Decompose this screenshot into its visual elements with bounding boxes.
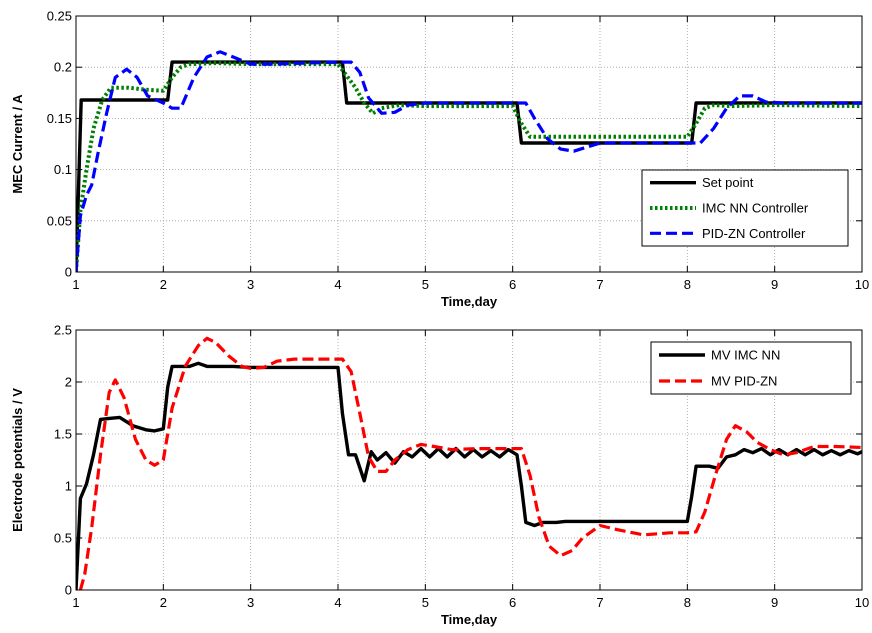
axes-frame <box>75 329 863 591</box>
series-line-2 <box>76 61 862 272</box>
x-tick-label: 9 <box>771 277 778 292</box>
y-tick-label: 1 <box>65 479 72 494</box>
series-line-2 <box>78 336 862 590</box>
x-tick-label: 2 <box>160 277 167 292</box>
x-tick-label: 6 <box>509 595 516 610</box>
y-tick-label: 0 <box>65 265 72 280</box>
y-tick-label: 0.2 <box>54 60 72 75</box>
y-tick-label: 2.5 <box>54 323 72 338</box>
chart-2: 1 2 3 4 5 6 7 8 9 10 0 0.5 1 1.5 2 2.5 Time,day Electrode… <box>10 323 869 628</box>
y-tick-label: 1.5 <box>54 427 72 442</box>
legend-label-1: Set point <box>702 175 754 190</box>
x-tick-label: 3 <box>247 277 254 292</box>
y-tick-label: 0.5 <box>54 531 72 546</box>
x-tick-label: 3 <box>247 595 254 610</box>
legend-label-1: MV IMC NN <box>711 348 780 363</box>
y-tick-label: 0 <box>65 583 72 598</box>
y-tick-label: 0.1 <box>54 162 72 177</box>
x-axis-label: Time,day <box>441 294 498 309</box>
y-tick-label: 0.15 <box>47 111 72 126</box>
y-tick-label: 0.25 <box>47 9 72 24</box>
y-axis-label: Electrode potentials / V <box>10 388 25 532</box>
x-tick-label: 1 <box>72 277 79 292</box>
legend: MV IMC NN MV PID-ZN <box>650 341 852 395</box>
x-tick-label: 4 <box>334 277 341 292</box>
legend-box <box>650 341 852 395</box>
y-tick-label: 0.05 <box>47 213 72 228</box>
x-tick-label: 5 <box>422 595 429 610</box>
legend: Set point IMC NN Controller PID-ZN Control… <box>641 169 849 247</box>
series-line-3 <box>76 50 862 272</box>
legend-label-2: IMC NN Controller <box>702 201 809 216</box>
x-tick-label: 4 <box>334 595 341 610</box>
x-tick-label: 7 <box>596 277 603 292</box>
x-tick-label: 1 <box>72 595 79 610</box>
x-tick-label: 10 <box>855 277 869 292</box>
x-tick-label: 8 <box>684 277 691 292</box>
x-tick-label: 7 <box>596 595 603 610</box>
x-tick-label: 9 <box>771 595 778 610</box>
x-tick-label: 8 <box>684 595 691 610</box>
x-axis-label: Time,day <box>441 612 498 627</box>
legend-label-3: PID-ZN Controller <box>702 226 806 241</box>
x-tick-label: 5 <box>422 277 429 292</box>
x-tick-label: 10 <box>855 595 869 610</box>
chart-1: 1 2 3 4 5 6 7 8 9 10 0 0.05 0.1 0.15 0.2 0.25 Time,day ME… <box>10 9 869 310</box>
legend-label-2: MV PID-ZN <box>711 374 777 389</box>
y-tick-label: 2 <box>65 375 72 390</box>
y-axis-label: MEC Current / A <box>10 94 25 194</box>
axes-frame <box>75 15 863 273</box>
x-tick-label: 2 <box>160 595 167 610</box>
x-tick-label: 6 <box>509 277 516 292</box>
series-line-1 <box>76 361 862 590</box>
series-line-1 <box>76 60 862 272</box>
